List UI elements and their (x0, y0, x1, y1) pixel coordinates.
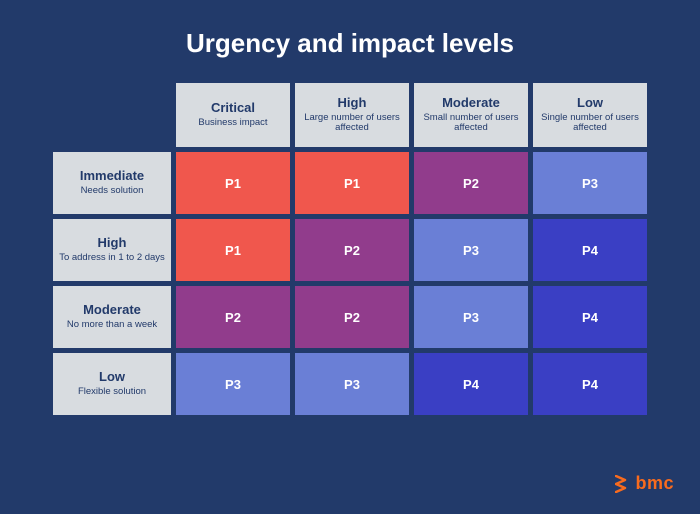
col-title: Critical (211, 101, 255, 116)
row-subtitle: Needs solution (81, 186, 144, 197)
row-subtitle: To address in 1 to 2 days (59, 253, 165, 264)
row-header-high: High To address in 1 to 2 days (53, 219, 171, 281)
cell-2-3: P4 (533, 286, 647, 348)
row-header-moderate: Moderate No more than a week (53, 286, 171, 348)
row-title: Moderate (83, 303, 141, 318)
col-header-critical: Critical Business impact (176, 83, 290, 147)
cell-1-3: P4 (533, 219, 647, 281)
row-header-low: Low Flexible solution (53, 353, 171, 415)
cell-0-2: P2 (414, 152, 528, 214)
col-header-high: High Large number of users affected (295, 83, 409, 147)
cell-3-3: P4 (533, 353, 647, 415)
cell-0-1: P1 (295, 152, 409, 214)
cell-1-1: P2 (295, 219, 409, 281)
cell-0-3: P3 (533, 152, 647, 214)
cell-3-2: P4 (414, 353, 528, 415)
cell-2-0: P2 (176, 286, 290, 348)
row-subtitle: Flexible solution (78, 387, 146, 398)
row-header-immediate: Immediate Needs solution (53, 152, 171, 214)
cell-2-2: P3 (414, 286, 528, 348)
row-title: Immediate (80, 169, 144, 184)
cell-1-2: P3 (414, 219, 528, 281)
bmc-chevron-icon (615, 475, 631, 493)
cell-3-1: P3 (295, 353, 409, 415)
col-subtitle: Business impact (198, 118, 267, 129)
col-title: Low (577, 96, 603, 111)
cell-0-0: P1 (176, 152, 290, 214)
bmc-logo: bmc (615, 473, 674, 494)
bmc-logo-text: bmc (635, 473, 674, 494)
matrix-corner (53, 83, 171, 147)
cell-3-0: P3 (176, 353, 290, 415)
col-subtitle: Single number of users affected (539, 113, 641, 135)
page-title: Urgency and impact levels (0, 0, 700, 83)
row-subtitle: No more than a week (67, 320, 157, 331)
row-title: High (98, 236, 127, 251)
col-subtitle: Small number of users affected (420, 113, 522, 135)
priority-matrix: Critical Business impact High Large numb… (53, 83, 647, 415)
col-header-low: Low Single number of users affected (533, 83, 647, 147)
col-title: High (338, 96, 367, 111)
col-title: Moderate (442, 96, 500, 111)
col-header-moderate: Moderate Small number of users affected (414, 83, 528, 147)
cell-1-0: P1 (176, 219, 290, 281)
row-title: Low (99, 370, 125, 385)
cell-2-1: P2 (295, 286, 409, 348)
col-subtitle: Large number of users affected (301, 113, 403, 135)
